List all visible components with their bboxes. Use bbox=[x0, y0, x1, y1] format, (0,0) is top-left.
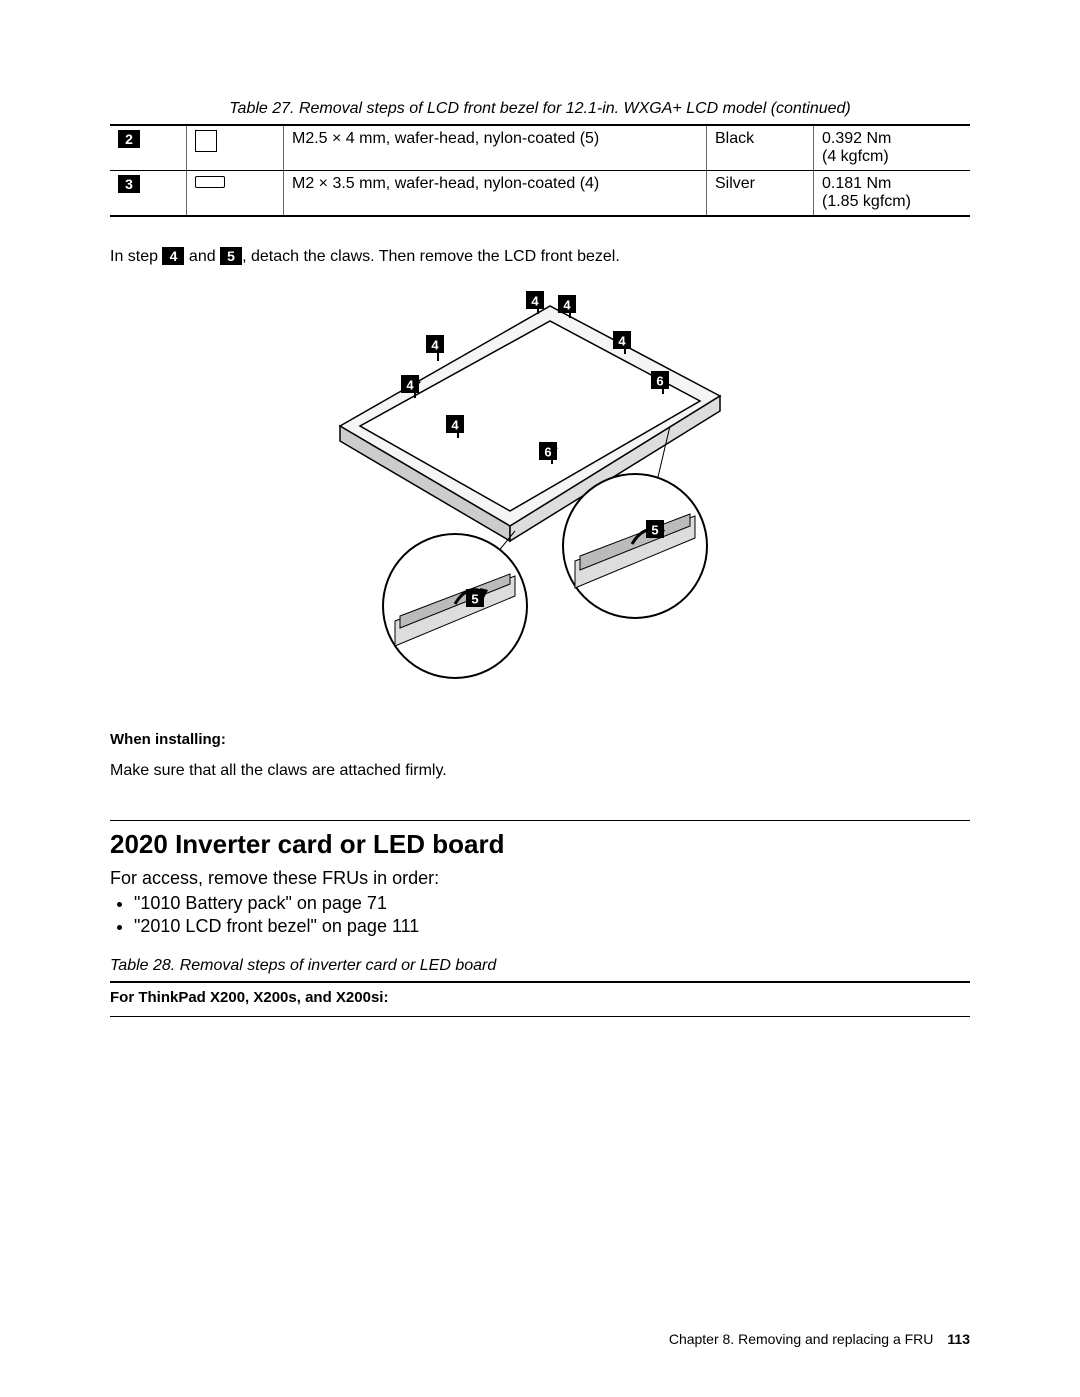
table28-rule bbox=[110, 1016, 970, 1017]
svg-text:6: 6 bbox=[656, 374, 663, 389]
svg-text:5: 5 bbox=[651, 523, 658, 538]
bezel-diagram: 4 4 4 4 4 6 4 6 5 5 bbox=[110, 286, 970, 691]
screw-spec: M2.5 × 4 mm, wafer-head, nylon-coated (5… bbox=[284, 125, 707, 171]
screw-spec: M2 × 3.5 mm, wafer-head, nylon-coated (4… bbox=[284, 171, 707, 217]
section-title: 2020 Inverter card or LED board bbox=[110, 829, 970, 860]
table27-caption: Table 27. Removal steps of LCD front bez… bbox=[110, 100, 970, 118]
svg-text:4: 4 bbox=[531, 294, 539, 309]
svg-text:5: 5 bbox=[471, 592, 478, 607]
section-rule bbox=[110, 820, 970, 821]
screw-torque: 0.392 Nm (4 kgfcm) bbox=[814, 125, 971, 171]
table28-caption: Table 28. Removal steps of inverter card… bbox=[110, 957, 970, 975]
page-footer: Chapter 8. Removing and replacing a FRU1… bbox=[669, 1331, 970, 1347]
step-number-box: 2 bbox=[118, 130, 140, 148]
install-text: Make sure that all the claws are attache… bbox=[110, 762, 970, 780]
access-text: For access, remove these FRUs in order: bbox=[110, 868, 970, 889]
fru-list: "1010 Battery pack" on page 71 "2010 LCD… bbox=[134, 893, 970, 937]
screw-icon bbox=[195, 176, 225, 188]
screw-color: Silver bbox=[707, 171, 814, 217]
table28-subheading: For ThinkPad X200, X200s, and X200si: bbox=[110, 981, 970, 1006]
screw-color: Black bbox=[707, 125, 814, 171]
list-item: "1010 Battery pack" on page 71 bbox=[134, 893, 970, 914]
svg-text:4: 4 bbox=[451, 418, 459, 433]
svg-text:4: 4 bbox=[406, 378, 414, 393]
table-row: 3 M2 × 3.5 mm, wafer-head, nylon-coated … bbox=[110, 171, 970, 217]
svg-text:4: 4 bbox=[618, 334, 626, 349]
svg-text:4: 4 bbox=[431, 338, 439, 353]
install-heading: When installing: bbox=[110, 731, 970, 748]
svg-text:6: 6 bbox=[544, 445, 551, 460]
screw-icon bbox=[195, 130, 217, 152]
list-item: "2010 LCD front bezel" on page 111 bbox=[134, 916, 970, 937]
step-instruction: In step 4 and 5, detach the claws. Then … bbox=[110, 247, 970, 266]
screw-torque: 0.181 Nm (1.85 kgfcm) bbox=[814, 171, 971, 217]
svg-text:4: 4 bbox=[563, 298, 571, 313]
screw-table: 2 M2.5 × 4 mm, wafer-head, nylon-coated … bbox=[110, 124, 970, 217]
step-number-box: 3 bbox=[118, 175, 140, 193]
table-row: 2 M2.5 × 4 mm, wafer-head, nylon-coated … bbox=[110, 125, 970, 171]
